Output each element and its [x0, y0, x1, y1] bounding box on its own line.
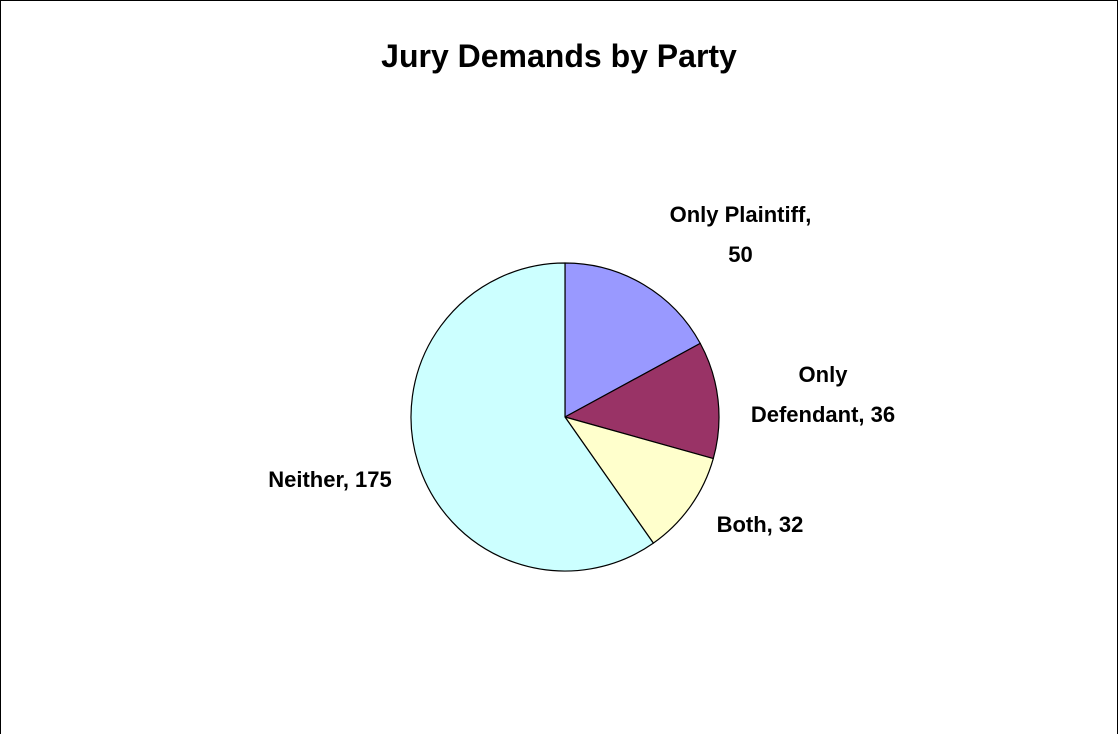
data-label-only-defendant: Only Defendant, 36 — [718, 355, 928, 435]
data-label-only-defendant-text: Only Defendant, 36 — [750, 362, 896, 427]
pie-slice-only-plaintiff — [564, 262, 701, 418]
data-label-neither-text: Neither, 175 — [268, 467, 392, 492]
pie-slice-only-defendant — [564, 342, 720, 460]
pie-slice-neither — [410, 262, 654, 572]
data-label-both: Both, 32 — [690, 505, 830, 545]
data-label-only-plaintiff: Only Plaintiff, 50 — [628, 195, 853, 275]
pie-slice-both — [564, 416, 714, 544]
data-label-only-plaintiff-text: Only Plaintiff, 50 — [669, 202, 812, 267]
data-label-neither: Neither, 175 — [235, 460, 425, 500]
data-label-both-text: Both, 32 — [716, 512, 804, 537]
chart-title: Jury Demands by Party — [381, 38, 737, 74]
